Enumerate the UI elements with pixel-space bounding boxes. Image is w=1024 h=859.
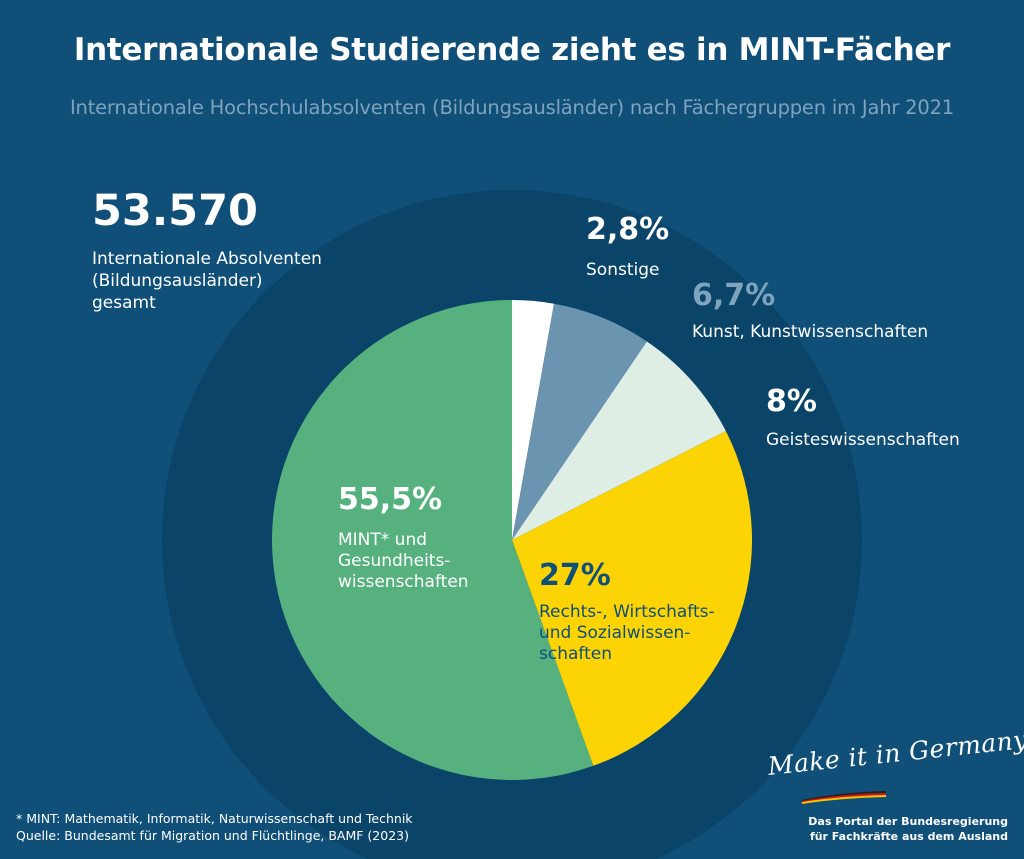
mint-label: MINT* und Gesundheits- wissenschaften [338, 530, 469, 592]
pie-chart [272, 300, 752, 780]
pie-slice-geistes [512, 341, 726, 540]
mint-definition: * MINT: Mathematik, Informatik, Naturwis… [16, 811, 413, 826]
chart-subtitle: Internationale Hochschulabsolventen (Bil… [69, 96, 954, 119]
mint-percent: 55,5% [338, 482, 443, 517]
brand-tagline: Das Portal der Bundesregierung für Fachk… [808, 815, 1008, 843]
pie-slice-recht [512, 431, 752, 766]
kunst-percent: 6,7% [692, 278, 776, 313]
brand-flag-stroke [801, 791, 887, 804]
total-graduates-label: Internationale Absolventen (Bildungsausl… [92, 249, 322, 313]
chart-title: Internationale Studierende zieht es in M… [73, 32, 951, 68]
recht-percent: 27% [539, 558, 611, 593]
geistes-percent: 8% [766, 384, 817, 419]
pie-slice-kunst [512, 303, 647, 540]
recht-label: Rechts-, Wirtschafts- und Sozialwissen- … [539, 602, 715, 664]
total-graduates-value: 53.570 [92, 186, 258, 236]
sonstige-percent: 2,8% [586, 212, 670, 247]
pie-slice-sonstige [512, 300, 555, 540]
source-line: Quelle: Bundesamt für Migration und Flüc… [16, 828, 409, 843]
sonstige-label: Sonstige [586, 260, 660, 280]
pie-slice-mint [272, 300, 594, 780]
geistes-label: Geisteswissenschaften [766, 430, 960, 450]
kunst-label: Kunst, Kunstwissenschaften [692, 322, 929, 342]
footnote: * MINT: Mathematik, Informatik, Naturwis… [16, 810, 413, 844]
